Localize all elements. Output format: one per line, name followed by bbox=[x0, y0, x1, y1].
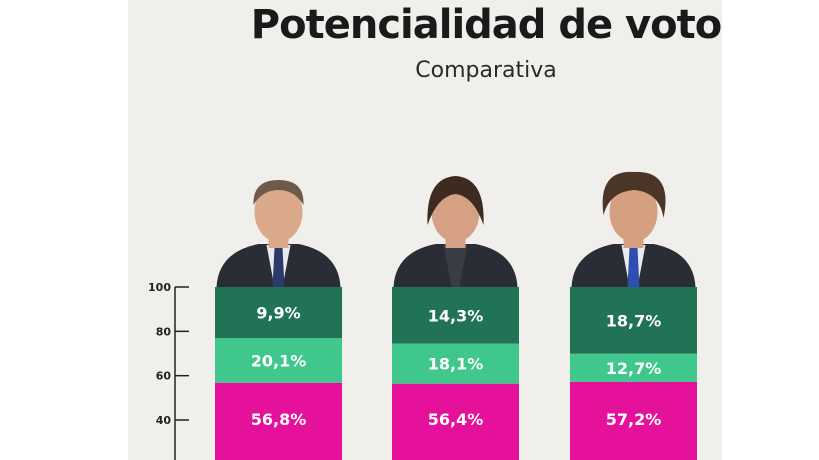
bar-segment bbox=[392, 287, 519, 344]
y-tick-label: 40 bbox=[156, 414, 172, 427]
bar-value-label: 57,2% bbox=[606, 410, 662, 429]
candidate-1-portrait bbox=[216, 180, 341, 287]
y-tick-label: 60 bbox=[156, 370, 172, 383]
bar-value-label: 14,3% bbox=[428, 306, 484, 325]
bar-value-label: 20,1% bbox=[251, 351, 307, 370]
bar-value-label: 56,4% bbox=[428, 410, 484, 429]
chart-title: Potencialidad de voto bbox=[250, 2, 722, 48]
chart-subtitle: Comparativa bbox=[415, 58, 557, 83]
bar-segment bbox=[215, 338, 342, 383]
bar-value-label: 18,7% bbox=[606, 311, 662, 330]
bar-segment bbox=[570, 353, 697, 382]
bar-segment bbox=[570, 287, 697, 354]
bar-segment bbox=[392, 343, 519, 384]
y-tick-label: 80 bbox=[156, 325, 172, 338]
candidate-3-portrait bbox=[571, 171, 696, 287]
candidate-2-portrait bbox=[393, 176, 518, 287]
bar-segment bbox=[570, 381, 697, 460]
bar-segment bbox=[215, 382, 342, 460]
bar-value-label: 12,7% bbox=[606, 359, 662, 378]
bar-segment bbox=[215, 287, 342, 339]
bar-segment bbox=[392, 383, 519, 460]
y-tick-label: 100 bbox=[148, 281, 171, 294]
bar-value-label: 9,9% bbox=[256, 304, 300, 323]
bar-value-label: 56,8% bbox=[251, 410, 307, 429]
bar-value-label: 18,1% bbox=[428, 355, 484, 374]
